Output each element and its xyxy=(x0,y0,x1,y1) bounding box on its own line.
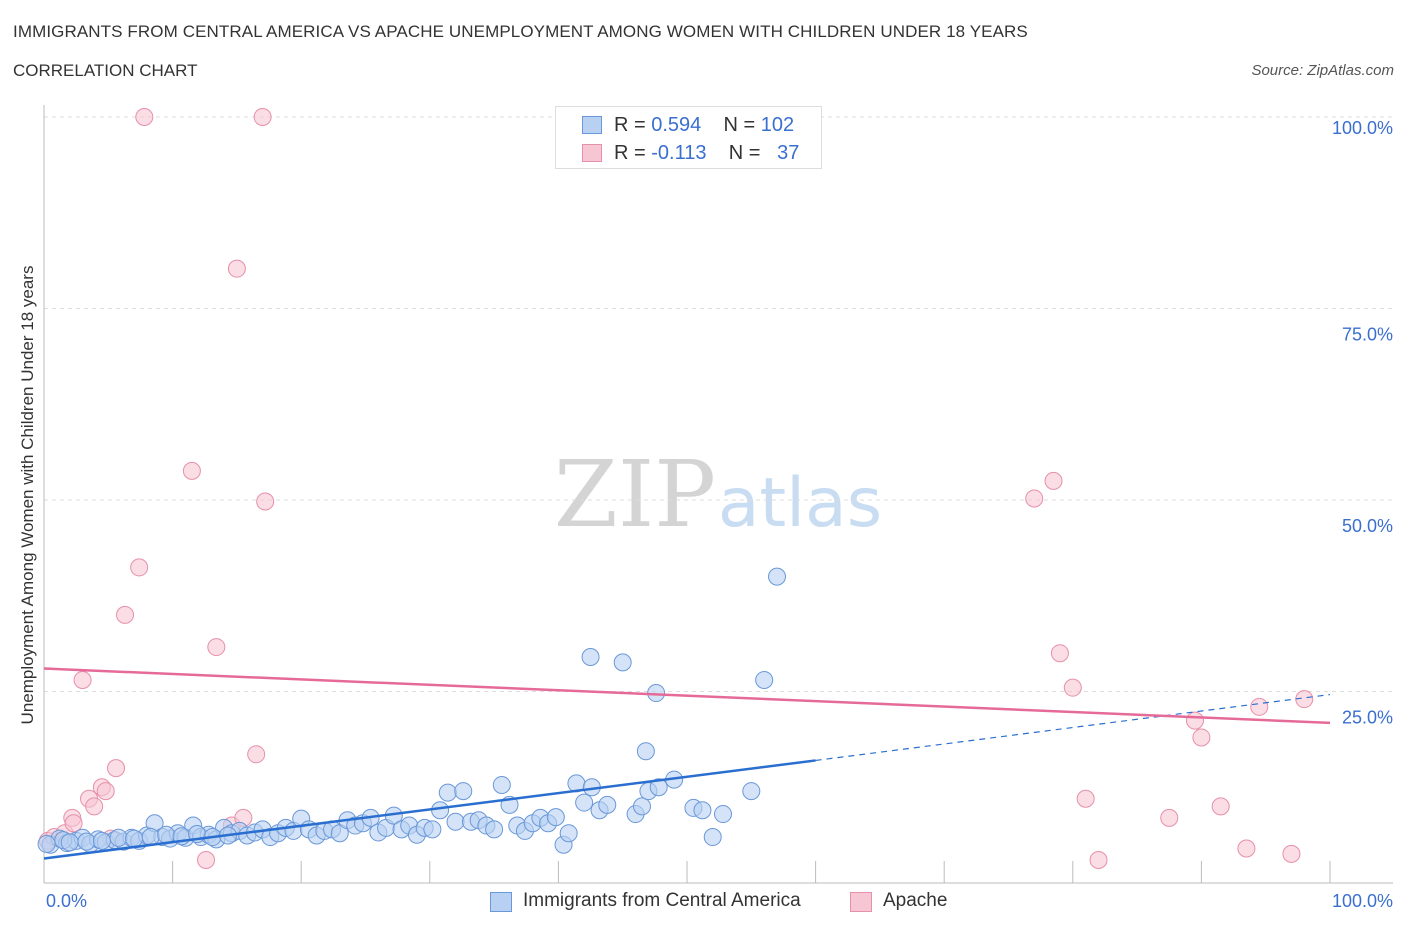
point-central-america xyxy=(37,834,56,853)
point-apache xyxy=(227,259,246,278)
legend-n-value-series1: 102 xyxy=(760,114,795,136)
point-apache xyxy=(1025,489,1044,508)
point-central-america xyxy=(636,742,655,761)
source-label: Source: ZipAtlas.com xyxy=(1251,62,1394,79)
point-apache xyxy=(1185,711,1204,730)
legend-swatch-series2 xyxy=(582,144,602,162)
point-central-america xyxy=(632,797,651,816)
point-apache xyxy=(1160,808,1179,827)
watermark-zip: ZIP xyxy=(554,441,716,548)
point-central-america xyxy=(60,833,79,852)
trendline-apache xyxy=(43,667,1331,725)
point-central-america xyxy=(485,820,504,839)
point-apache xyxy=(207,638,226,657)
point-central-america xyxy=(613,653,632,672)
point-apache xyxy=(64,814,83,833)
point-central-america xyxy=(742,782,761,801)
x-tick-label: 100.0% xyxy=(1332,891,1393,911)
watermark-atlas: atlas xyxy=(718,464,882,543)
point-central-america xyxy=(768,567,787,586)
point-central-america xyxy=(559,824,578,843)
point-apache xyxy=(1192,728,1211,747)
point-central-america xyxy=(703,828,722,847)
point-apache xyxy=(182,461,201,480)
point-central-america xyxy=(423,820,442,839)
point-apache xyxy=(116,605,135,624)
point-central-america xyxy=(109,828,128,847)
y-tick-label: 100.0% xyxy=(1332,118,1393,138)
point-apache xyxy=(1282,844,1301,863)
point-apache xyxy=(1089,851,1108,870)
point-central-america xyxy=(157,825,176,844)
point-central-america xyxy=(714,805,733,824)
y-tick-label: 50.0% xyxy=(1342,516,1393,536)
point-central-america xyxy=(546,808,565,827)
bottom-legend-swatch-series1 xyxy=(490,892,512,912)
point-apache xyxy=(135,108,154,126)
point-apache xyxy=(130,558,149,577)
point-apache xyxy=(1237,839,1256,858)
chart-subtitle: CORRELATION CHART xyxy=(13,61,198,80)
bottom-legend-swatch-series2 xyxy=(850,892,872,912)
legend-text-series2: R = -0.113 N = 37 xyxy=(614,142,799,165)
y-tick-label: 75.0% xyxy=(1342,325,1393,345)
point-central-america xyxy=(446,812,465,831)
point-central-america xyxy=(581,648,600,667)
point-apache xyxy=(197,851,216,870)
point-central-america xyxy=(431,801,450,820)
point-central-america xyxy=(649,778,668,797)
point-apache xyxy=(85,797,104,816)
point-apache xyxy=(1076,789,1095,808)
point-apache xyxy=(1063,678,1082,697)
point-central-america xyxy=(438,783,457,802)
point-central-america xyxy=(92,831,111,850)
bottom-legend-label-series1: Immigrants from Central America xyxy=(523,890,801,911)
trendline-central-america-extension xyxy=(815,693,1331,762)
bottom-legend-label-series2: Apache xyxy=(883,890,948,911)
legend-r-label: R = xyxy=(614,114,646,136)
point-central-america xyxy=(575,793,594,812)
point-apache xyxy=(1211,797,1230,816)
point-apache xyxy=(253,108,272,126)
y-tick-label: 25.0% xyxy=(1342,708,1393,728)
x-tick-label: 0.0% xyxy=(46,891,87,911)
trendline-central-america xyxy=(43,759,816,860)
point-apache xyxy=(247,745,266,764)
point-apache xyxy=(1250,697,1269,716)
legend-n-value-series2: 37 xyxy=(777,142,800,164)
point-central-america xyxy=(492,775,511,794)
legend-r-value-series2: -0.113 xyxy=(651,142,707,164)
point-apache xyxy=(96,782,115,801)
legend-text-series1: R = 0.594 N = 102 xyxy=(614,114,794,137)
legend-swatch-series1 xyxy=(582,116,602,134)
point-apache xyxy=(1050,644,1069,663)
point-central-america xyxy=(693,801,712,820)
point-apache xyxy=(1044,471,1063,490)
legend-r-value-series1: 0.594 xyxy=(651,114,702,136)
correlation-legend: R = 0.594 N = 102 R = -0.113 N = 37 xyxy=(555,106,822,169)
point-central-america xyxy=(77,832,96,851)
point-central-america xyxy=(454,782,473,801)
chart-title: IMMIGRANTS FROM CENTRAL AMERICA VS APACH… xyxy=(13,22,1028,41)
point-central-america xyxy=(598,795,617,814)
point-apache xyxy=(107,759,126,778)
point-central-america xyxy=(125,829,144,848)
point-central-america xyxy=(755,671,774,690)
y-axis-label: Unemployment Among Women with Children U… xyxy=(18,266,37,725)
legend-n-label: N = xyxy=(723,114,756,136)
point-apache xyxy=(73,671,92,690)
legend-n-label: N = xyxy=(728,142,761,164)
point-apache xyxy=(256,492,275,511)
legend-r-label: R = xyxy=(614,142,646,164)
